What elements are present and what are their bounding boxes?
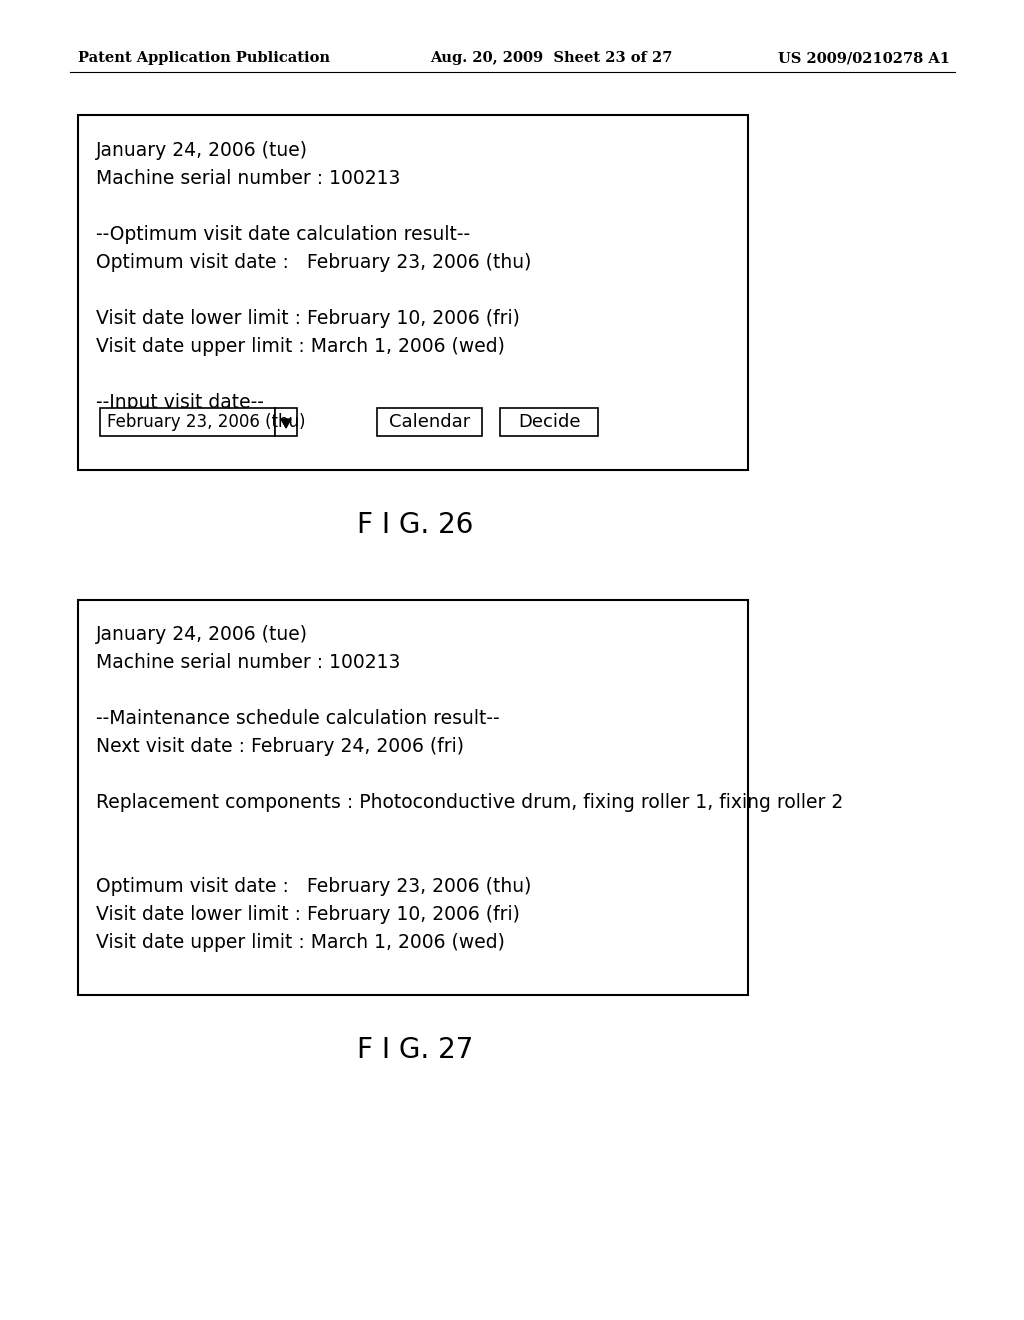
Text: --Input visit date--: --Input visit date-- xyxy=(96,392,264,412)
Text: US 2009/0210278 A1: US 2009/0210278 A1 xyxy=(778,51,950,65)
Text: Visit date upper limit : March 1, 2006 (wed): Visit date upper limit : March 1, 2006 (… xyxy=(96,933,505,953)
Text: February 23, 2006 (thu): February 23, 2006 (thu) xyxy=(106,413,305,432)
Text: Aug. 20, 2009  Sheet 23 of 27: Aug. 20, 2009 Sheet 23 of 27 xyxy=(430,51,673,65)
Text: --Maintenance schedule calculation result--: --Maintenance schedule calculation resul… xyxy=(96,710,500,729)
Bar xyxy=(78,115,748,470)
Text: Calendar: Calendar xyxy=(389,413,470,432)
Text: F I G. 26: F I G. 26 xyxy=(356,511,473,539)
Text: Optimum visit date :   February 23, 2006 (thu): Optimum visit date : February 23, 2006 (… xyxy=(96,878,531,896)
Text: F I G. 27: F I G. 27 xyxy=(356,1036,473,1064)
Text: Visit date lower limit : February 10, 2006 (fri): Visit date lower limit : February 10, 20… xyxy=(96,309,520,327)
Bar xyxy=(377,408,482,436)
Text: --Optimum visit date calculation result--: --Optimum visit date calculation result-… xyxy=(96,224,470,243)
Text: Patent Application Publication: Patent Application Publication xyxy=(78,51,330,65)
Text: Decide: Decide xyxy=(518,413,581,432)
Polygon shape xyxy=(281,418,291,428)
Bar xyxy=(500,408,598,436)
Text: Replacement components : Photoconductive drum, fixing roller 1, fixing roller 2: Replacement components : Photoconductive… xyxy=(96,793,843,813)
Text: January 24, 2006 (tue): January 24, 2006 (tue) xyxy=(96,626,308,644)
Text: Optimum visit date :   February 23, 2006 (thu): Optimum visit date : February 23, 2006 (… xyxy=(96,252,531,272)
Bar xyxy=(100,408,275,436)
Bar xyxy=(275,408,297,436)
Text: Machine serial number : 100213: Machine serial number : 100213 xyxy=(96,169,400,187)
Text: January 24, 2006 (tue): January 24, 2006 (tue) xyxy=(96,140,308,160)
Text: Visit date lower limit : February 10, 2006 (fri): Visit date lower limit : February 10, 20… xyxy=(96,906,520,924)
Text: Next visit date : February 24, 2006 (fri): Next visit date : February 24, 2006 (fri… xyxy=(96,738,464,756)
Text: Machine serial number : 100213: Machine serial number : 100213 xyxy=(96,653,400,672)
Text: Visit date upper limit : March 1, 2006 (wed): Visit date upper limit : March 1, 2006 (… xyxy=(96,337,505,355)
Bar xyxy=(78,601,748,995)
